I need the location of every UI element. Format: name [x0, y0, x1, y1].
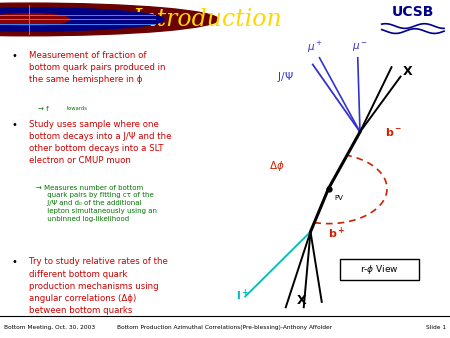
Text: Try to study relative rates of the
different bottom quark
production mechanisms : Try to study relative rates of the diffe…	[29, 257, 168, 315]
Text: Bottom Production Azimuthal Correlations(Pre-blessing)-Anthony Affolder: Bottom Production Azimuthal Correlations…	[117, 325, 333, 330]
Text: → Measures number of bottom
     quark pairs by fitting cτ of the
     J/Ψ and d: → Measures number of bottom quark pairs …	[36, 185, 157, 221]
Text: → f: → f	[38, 106, 49, 112]
Text: •: •	[11, 120, 17, 130]
Text: $\mu^+$: $\mu^+$	[307, 40, 323, 55]
Text: Study uses sample where one
bottom decays into a J/Ψ and the
other bottom decays: Study uses sample where one bottom decay…	[29, 120, 172, 165]
Text: $\mathbf{b^+}$: $\mathbf{b^+}$	[328, 225, 345, 241]
Text: $\mathbf{X}$: $\mathbf{X}$	[296, 294, 307, 307]
Text: PV: PV	[334, 195, 343, 201]
Text: r-$\phi$ View: r-$\phi$ View	[360, 263, 399, 276]
Text: Introduction: Introduction	[132, 8, 282, 31]
Text: $\Delta\phi$: $\Delta\phi$	[269, 159, 284, 173]
Text: $\mathbf{X}$: $\mathbf{X}$	[401, 65, 413, 78]
Circle shape	[0, 3, 218, 36]
Ellipse shape	[0, 14, 70, 25]
Text: $\mathbf{b^-}$: $\mathbf{b^-}$	[385, 126, 402, 138]
Circle shape	[0, 8, 164, 31]
Text: towards: towards	[67, 106, 88, 111]
Text: J/$\Psi$: J/$\Psi$	[277, 70, 294, 83]
Text: Slide 1: Slide 1	[426, 325, 446, 330]
Text: Measurement of fraction of
bottom quark pairs produced in
the same hemisphere in: Measurement of fraction of bottom quark …	[29, 51, 166, 84]
Text: $\mu^-$: $\mu^-$	[352, 41, 368, 54]
Text: UCSB: UCSB	[392, 5, 434, 20]
Text: •: •	[11, 51, 17, 61]
Text: •: •	[11, 257, 17, 267]
Text: $\mathbf{l^+}$: $\mathbf{l^+}$	[235, 287, 249, 303]
Text: Bottom Meeting, Oct. 30, 2003: Bottom Meeting, Oct. 30, 2003	[4, 325, 95, 330]
FancyBboxPatch shape	[340, 259, 418, 280]
